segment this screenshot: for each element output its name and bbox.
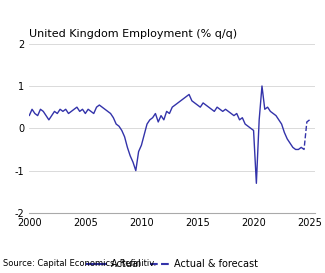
Text: United Kingdom Employment (% q/q): United Kingdom Employment (% q/q): [29, 29, 237, 39]
Text: Source: Capital Economics, Refinitiv.: Source: Capital Economics, Refinitiv.: [3, 259, 157, 268]
Legend: Actual, Actual & forecast: Actual, Actual & forecast: [83, 255, 262, 273]
